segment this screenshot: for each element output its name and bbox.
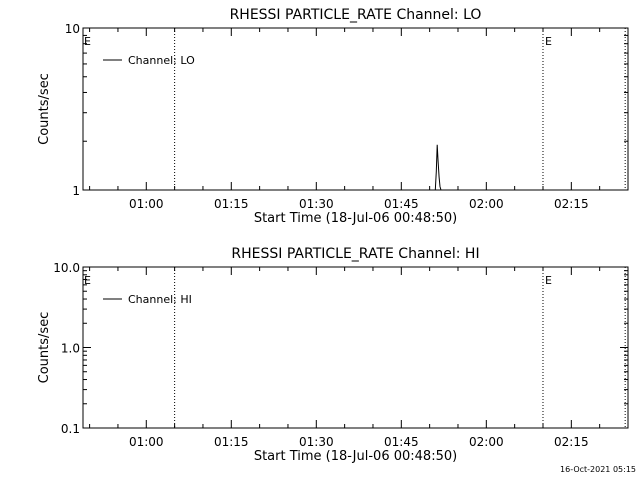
chart-2-corner-label: E [84, 274, 91, 287]
chart-1-vertical-line-label-1: E [545, 35, 552, 48]
chart-2-x-tick-label-3: 01:45 [384, 435, 419, 449]
chart-1-corner-label: E [84, 35, 91, 48]
chart-2-y-axis-label: Counts/sec [37, 312, 52, 384]
chart-1-y-tick-label-1: 10 [65, 22, 80, 36]
chart-1-x-tick-label-3: 01:45 [384, 197, 419, 211]
chart-2-x-tick-label-4: 02:00 [469, 435, 504, 449]
chart-2-title: RHESSI PARTICLE_RATE Channel: HI [231, 246, 479, 262]
chart-1-y-tick-label-0: 1 [72, 184, 80, 198]
chart-1-plot-frame [82, 27, 629, 191]
chart-2-plot-frame [82, 266, 629, 429]
footer-timestamp: 16-Oct-2021 05:15 [560, 465, 636, 474]
chart-2-legend-label-0: Channel: HI [128, 293, 192, 306]
chart-1-x-axis-label: Start Time (18-Jul-06 00:48:50) [254, 211, 457, 226]
chart-2-vertical-line-label-1: E [545, 274, 552, 287]
chart-1-x-tick-label-2: 01:30 [299, 197, 334, 211]
chart-1-legend-label-0: Channel: LO [128, 54, 195, 67]
chart-1-y-axis-label: Counts/sec [37, 73, 52, 145]
chart-1-x-tick-label-0: 01:00 [129, 197, 164, 211]
chart-1-series-line-0 [434, 144, 442, 191]
chart-2-y-tick-label-1: 1.0 [61, 342, 80, 356]
chart-2-x-tick-label-0: 01:00 [129, 435, 164, 449]
chart-1-x-tick-label-4: 02:00 [469, 197, 504, 211]
chart-1-title: RHESSI PARTICLE_RATE Channel: LO [230, 7, 482, 23]
chart-2-x-tick-label-2: 01:30 [299, 435, 334, 449]
chart-1-x-tick-label-5: 02:15 [554, 197, 589, 211]
chart-1-x-tick-label-1: 01:15 [214, 197, 249, 211]
chart-2-x-tick-label-1: 01:15 [214, 435, 249, 449]
chart-2-y-tick-label-2: 10.0 [53, 261, 80, 275]
chart-2-x-axis-label: Start Time (18-Jul-06 00:48:50) [254, 449, 457, 464]
chart-2-x-tick-label-5: 02:15 [554, 435, 589, 449]
chart-2-y-tick-label-0: 0.1 [61, 422, 80, 436]
